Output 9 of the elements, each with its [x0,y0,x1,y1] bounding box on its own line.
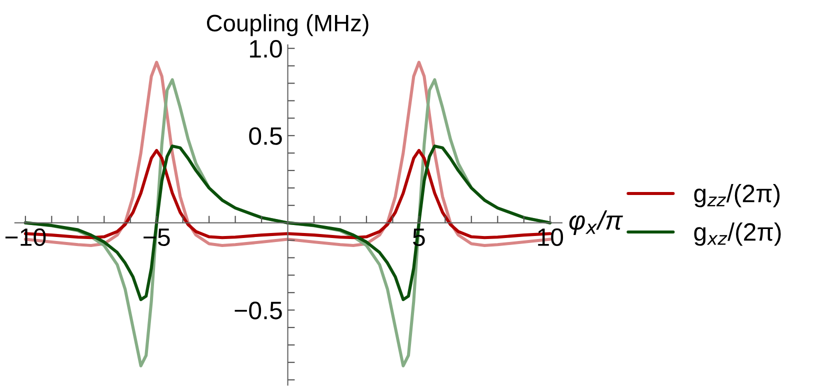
x-axis-title: φ$_{x}$/π [569,210,623,236]
legend-label: g$_{zz}$/(2π) [694,184,780,208]
y-axis-title: Coupling (MHz) [206,14,368,36]
y-tick-label: −0.5 [234,302,282,320]
y-tick-label: 0.5 [249,127,282,145]
y-tick-label: 1.0 [250,40,282,58]
x-tick-label: 10 [538,228,564,246]
legend-label: g$_{xz}$/(2π) [694,222,781,246]
x-tick-label: −10 [5,228,46,246]
